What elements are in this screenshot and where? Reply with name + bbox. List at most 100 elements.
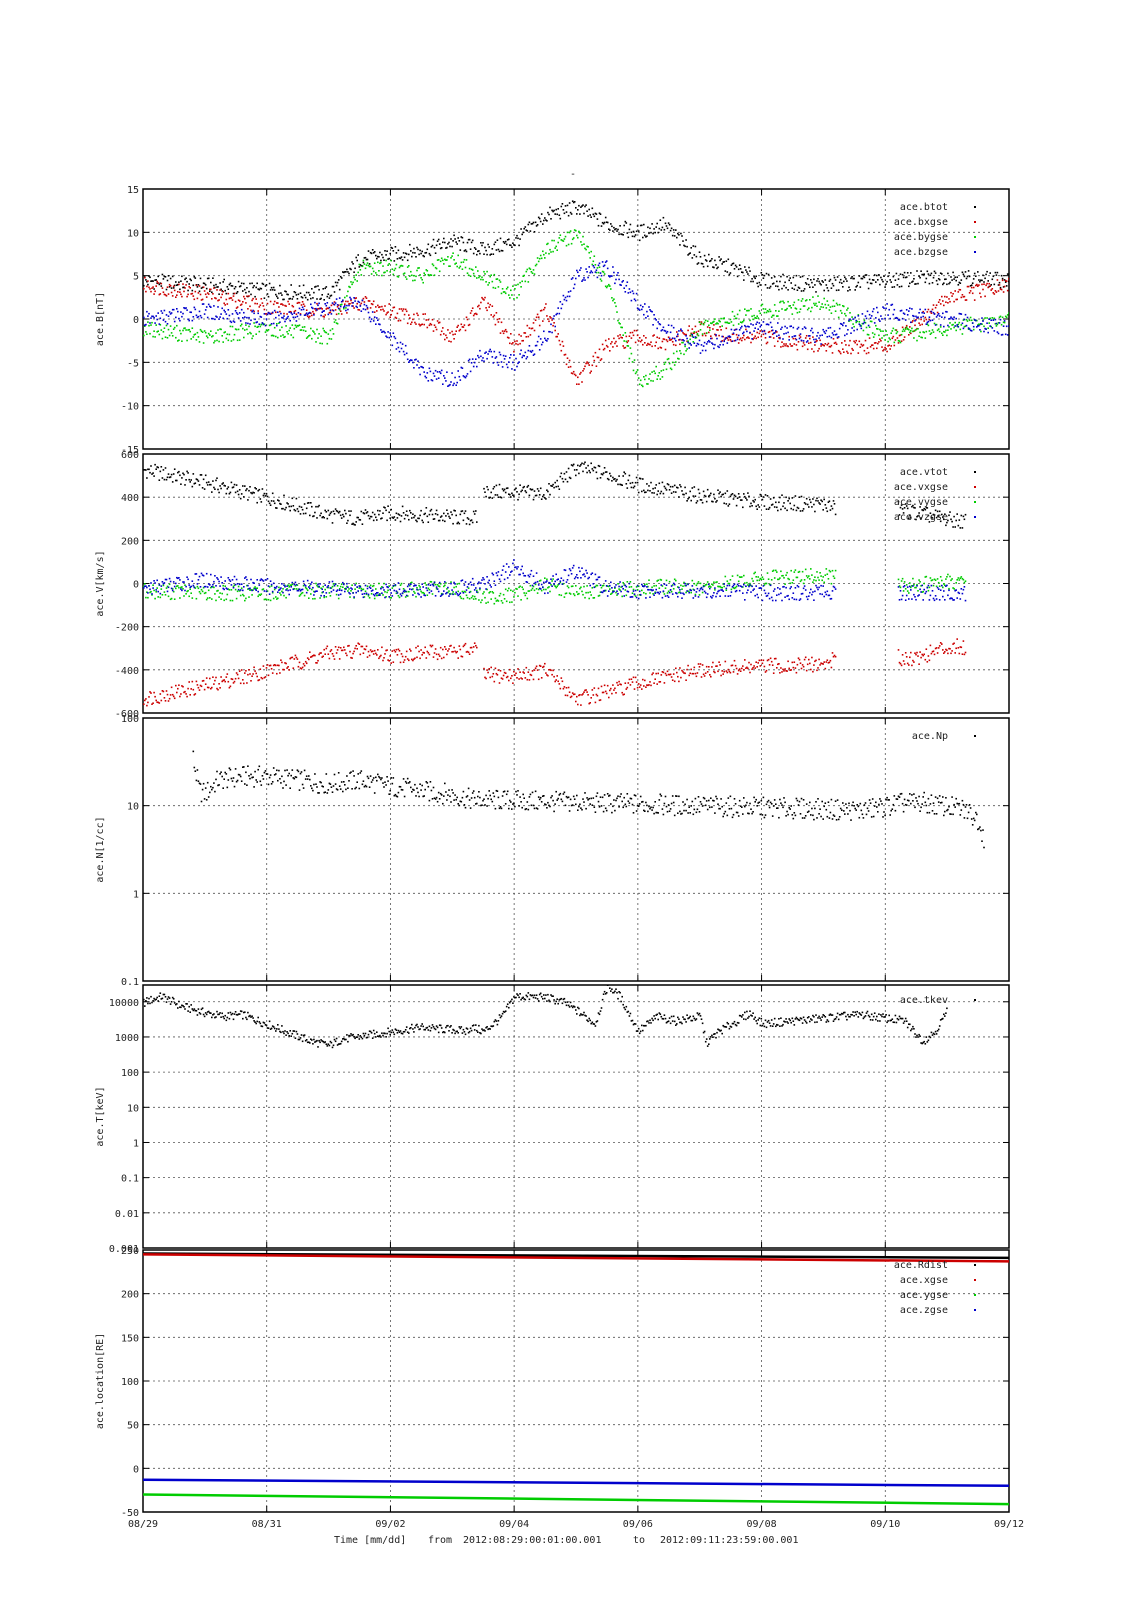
data-point	[983, 283, 985, 285]
data-point	[936, 283, 939, 286]
data-point	[185, 693, 187, 695]
data-point	[389, 316, 391, 319]
data-point	[372, 320, 375, 322]
data-point	[584, 279, 586, 281]
data-point	[289, 310, 291, 313]
data-point	[821, 662, 823, 665]
data-point	[845, 344, 847, 346]
data-point	[243, 682, 245, 685]
data-point	[850, 277, 852, 280]
data-point	[462, 326, 465, 328]
data-point	[865, 317, 868, 320]
data-point	[776, 335, 778, 337]
data-point	[445, 259, 447, 261]
data-point	[313, 291, 315, 294]
data-point	[699, 323, 702, 326]
data-point	[655, 226, 657, 228]
data-point	[536, 340, 539, 343]
data-point	[466, 373, 469, 375]
data-point	[423, 255, 425, 258]
data-point	[370, 273, 373, 275]
data-point	[830, 505, 833, 507]
data-point	[948, 282, 950, 285]
data-point	[804, 656, 807, 659]
data-point	[784, 507, 786, 510]
data-point	[734, 339, 737, 342]
data-point	[910, 332, 912, 335]
data-point	[689, 338, 691, 341]
data-point	[821, 500, 823, 503]
data-point	[592, 265, 595, 267]
data-point	[275, 664, 277, 667]
data-point	[538, 664, 541, 667]
data-point	[879, 338, 881, 340]
data-point	[718, 661, 720, 663]
data-point	[651, 345, 653, 348]
data-point	[414, 252, 416, 254]
data-point	[456, 522, 458, 525]
data-point	[183, 473, 185, 476]
data-point	[962, 515, 965, 518]
data-point	[732, 262, 735, 265]
data-point	[544, 497, 546, 499]
data-point	[516, 365, 518, 368]
data-point	[501, 250, 504, 252]
data-point	[400, 256, 403, 258]
data-point	[606, 285, 609, 287]
data-point	[595, 365, 598, 367]
data-point	[492, 253, 495, 255]
data-point	[435, 328, 438, 331]
data-point	[185, 479, 187, 481]
data-point	[162, 319, 165, 321]
data-point	[194, 308, 197, 311]
data-point	[155, 285, 157, 287]
data-point	[681, 339, 683, 341]
data-point	[249, 305, 251, 308]
data-point	[914, 320, 916, 322]
data-point	[458, 267, 461, 269]
data-point	[502, 489, 505, 492]
data-point	[599, 272, 602, 274]
data-point	[816, 497, 818, 500]
data-point	[868, 278, 871, 281]
data-point	[739, 499, 742, 501]
data-point	[260, 501, 263, 503]
data-point	[820, 343, 822, 345]
data-point	[580, 371, 582, 374]
data-point	[352, 281, 354, 284]
data-point	[448, 648, 450, 650]
data-point	[455, 262, 457, 264]
data-point	[390, 259, 392, 262]
data-point	[952, 318, 954, 321]
data-point	[783, 333, 785, 335]
data-point	[833, 330, 836, 332]
data-point	[197, 292, 200, 294]
data-point	[546, 340, 548, 342]
data-point	[537, 216, 540, 219]
data-point	[799, 662, 802, 664]
data-point	[405, 278, 408, 280]
data-point	[687, 498, 689, 500]
data-point	[709, 329, 711, 331]
data-point	[576, 269, 578, 272]
data-point	[629, 347, 632, 349]
data-point	[412, 513, 414, 515]
data-point	[497, 321, 500, 323]
data-point	[700, 262, 703, 265]
data-point	[261, 282, 264, 285]
data-point	[453, 382, 455, 385]
data-point	[934, 337, 937, 339]
data-point	[928, 318, 931, 321]
data-point	[186, 470, 188, 473]
data-point	[408, 265, 410, 267]
data-point	[566, 231, 569, 234]
data-point	[421, 323, 423, 326]
data-point	[631, 235, 634, 238]
data-point	[827, 304, 830, 306]
data-point	[322, 310, 324, 312]
data-point	[679, 667, 681, 669]
data-point	[582, 235, 584, 238]
data-point	[467, 359, 470, 362]
data-point	[573, 229, 576, 231]
data-point	[668, 489, 671, 491]
